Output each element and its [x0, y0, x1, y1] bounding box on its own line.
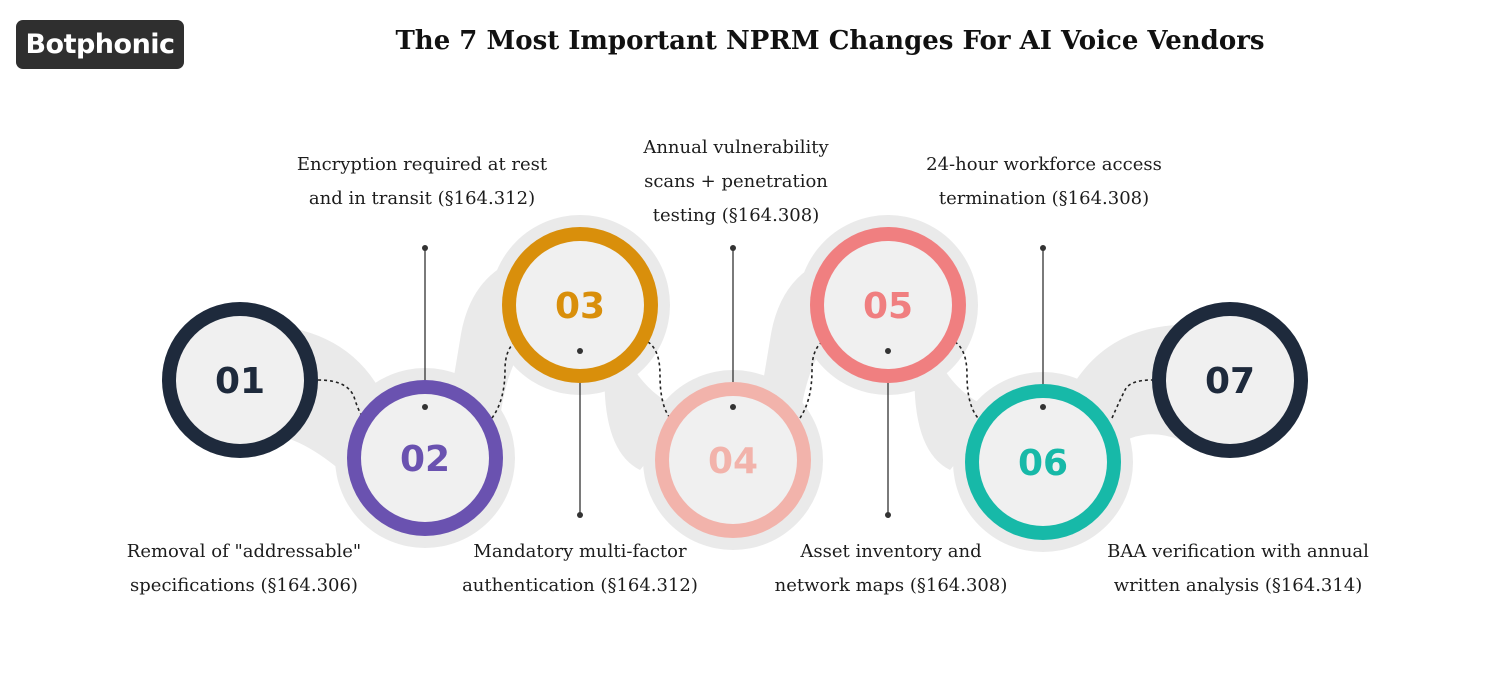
step-label-line: scans + penetration [644, 171, 828, 192]
step-disc-04 [669, 396, 797, 524]
step-label-line: testing (§164.308) [652, 205, 820, 226]
pointer-dot-05-bottom [885, 512, 891, 518]
connector-02-03 [491, 341, 516, 419]
step-07: 07 [1152, 302, 1308, 458]
pointer-dot-05-top [885, 348, 891, 354]
pointer-dot-02-bottom [422, 404, 428, 410]
pointer-dot-06-bottom [1040, 404, 1046, 410]
dotted-connectors [317, 341, 1153, 421]
step-disc-05 [824, 241, 952, 369]
step-disc-03 [516, 241, 644, 369]
step-02: 02 [347, 380, 503, 536]
step-disc-07 [1166, 316, 1294, 444]
step-label-line: Removal of "addressable" [126, 541, 362, 562]
step-number-02: 02 [400, 439, 450, 480]
connector-03-04 [647, 341, 671, 419]
step-number-04: 04 [708, 441, 758, 482]
pointer-dot-04-bottom [730, 404, 736, 410]
step-06: 06 [965, 384, 1121, 540]
page-title: The 7 Most Important NPRM Changes For AI… [395, 26, 1265, 56]
step-label-line: network maps (§164.308) [774, 575, 1008, 596]
pointer-dot-02-top [422, 245, 428, 251]
step-label-line: BAA verification with annual [1107, 541, 1369, 562]
pointer-dots [422, 245, 1046, 518]
connector-06-07 [1111, 379, 1153, 419]
step-number-06: 06 [1018, 443, 1068, 484]
step-disc-06 [979, 398, 1107, 526]
step-label-line: Encryption required at rest [296, 154, 548, 175]
step-label-line: and in transit (§164.312) [308, 188, 536, 209]
step-label-line: written analysis (§164.314) [1113, 575, 1363, 596]
brand-logo: Botphonic [16, 20, 184, 69]
step-number-01: 01 [215, 361, 265, 402]
step-disc-02 [361, 394, 489, 522]
step-label-02: Encryption required at rest and in transi… [262, 148, 582, 216]
step-label-06: 24-hour workforce access termination (§16… [884, 148, 1204, 216]
pointer-dot-03-bottom [577, 512, 583, 518]
step-label-line: Annual vulnerability [643, 137, 829, 158]
pointer-dot-03-top [577, 348, 583, 354]
step-label-line: Asset inventory and [800, 541, 982, 562]
step-label-03: Mandatory multi-factor authentication (§1… [420, 535, 740, 603]
step-label-line: Mandatory multi-factor [473, 541, 687, 562]
step-04: 04 [655, 382, 811, 538]
step-disc-01 [176, 316, 304, 444]
connector-05-06 [954, 341, 979, 419]
step-number-07: 07 [1205, 361, 1255, 402]
step-01: 01 [162, 302, 318, 458]
step-label-line: authentication (§164.312) [462, 575, 698, 596]
step-label-05: Asset inventory and network maps (§164.30… [731, 535, 1051, 603]
step-05: 05 [810, 227, 966, 383]
step-number-05: 05 [863, 286, 913, 327]
step-label-04: Annual vulnerability scans + penetration t… [576, 131, 896, 233]
step-number-03: 03 [555, 286, 605, 327]
step-label-line: termination (§164.308) [938, 188, 1150, 209]
brand-logo-text: Botphonic [25, 29, 175, 60]
step-label-07: BAA verification with annual written anal… [1078, 535, 1398, 603]
connector-04-05 [799, 341, 823, 419]
step-label-line: 24-hour workforce access [926, 154, 1162, 175]
step-label-line: specifications (§164.306) [130, 575, 358, 596]
pointer-dot-04-top [730, 245, 736, 251]
step-label-01: Removal of "addressable" specifications (… [84, 535, 404, 603]
pointer-dot-06-top [1040, 245, 1046, 251]
step-03: 03 [502, 227, 658, 383]
